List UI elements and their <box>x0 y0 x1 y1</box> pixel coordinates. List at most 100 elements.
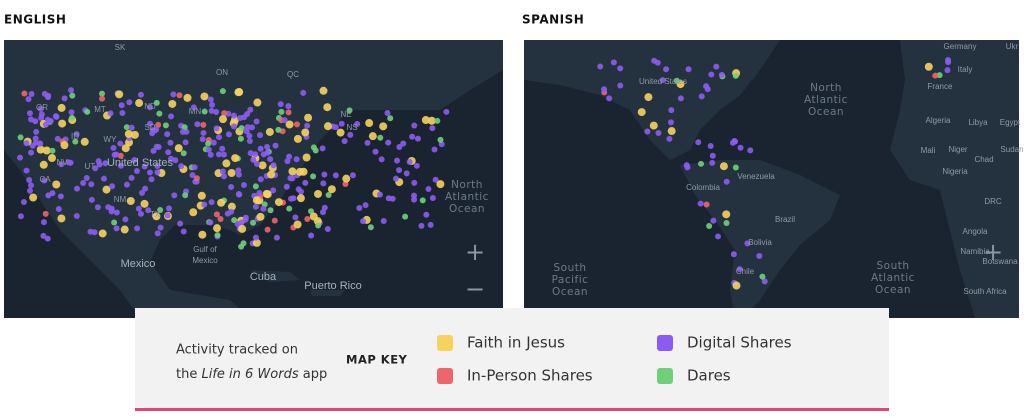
activity-dot <box>698 160 705 167</box>
activity-dot <box>287 175 294 182</box>
legend-label: In-Person Shares <box>467 367 593 385</box>
activity-dot <box>165 205 172 212</box>
activity-dot <box>227 202 236 211</box>
activity-dot <box>180 228 187 235</box>
activity-dot <box>436 180 445 189</box>
activity-dot <box>128 174 135 181</box>
activity-dot <box>392 175 399 182</box>
activity-dot <box>637 108 646 117</box>
activity-dot <box>737 144 744 151</box>
activity-dot <box>179 128 186 135</box>
activity-dot <box>354 120 361 127</box>
activity-dot <box>219 115 228 124</box>
activity-dot <box>40 219 47 226</box>
activity-dot <box>42 210 49 217</box>
activity-dot <box>403 170 410 177</box>
activity-dot <box>936 72 943 79</box>
activity-dot <box>723 219 730 226</box>
activity-dot <box>275 126 282 133</box>
activity-dot <box>323 122 332 131</box>
activity-dot <box>655 129 662 136</box>
map-label: Mali <box>921 146 936 155</box>
activity-dot <box>207 96 214 103</box>
note-app: Life in 6 Words <box>201 367 298 382</box>
map-label: South Africa <box>963 287 1007 296</box>
activity-dot <box>73 131 80 138</box>
activity-dot <box>228 184 235 191</box>
activity-dot <box>182 139 189 146</box>
heading: SPANISH <box>522 13 584 27</box>
activity-dot <box>128 124 135 131</box>
activity-dot <box>146 104 153 111</box>
activity-dot <box>419 197 426 204</box>
activity-dot <box>256 212 265 221</box>
zoom-in[interactable]: + <box>465 238 485 266</box>
activity-dot <box>117 140 124 147</box>
activity-dot <box>319 86 328 95</box>
activity-dot <box>23 167 30 174</box>
activity-dot <box>346 107 353 114</box>
activity-dot <box>270 187 277 194</box>
activity-dot <box>57 103 66 112</box>
activity-dot <box>176 92 183 99</box>
map-label: Gulf of <box>193 245 217 254</box>
activity-dot <box>258 161 267 170</box>
activity-dot <box>124 129 133 138</box>
activity-dot <box>260 205 267 212</box>
activity-dot <box>736 266 743 273</box>
activity-dot <box>685 66 692 73</box>
activity-dot <box>663 66 670 73</box>
activity-dot <box>341 138 348 145</box>
activity-dot <box>396 144 403 151</box>
activity-dot <box>252 196 261 205</box>
activity-dot <box>732 72 739 79</box>
activity-dot <box>92 165 99 172</box>
activity-dot <box>285 109 292 116</box>
activity-dot <box>44 235 51 242</box>
activity-dot <box>207 219 214 226</box>
activity-dot <box>164 212 171 219</box>
activity-dot <box>677 95 684 102</box>
activity-dot <box>21 90 28 97</box>
activity-dot <box>110 144 117 151</box>
activity-dot <box>713 63 720 70</box>
activity-dot <box>610 59 617 66</box>
activity-dot <box>155 121 162 128</box>
activity-dot <box>102 185 111 194</box>
activity-dot <box>140 199 149 208</box>
zoom-in[interactable]: + <box>983 238 1003 266</box>
activity-dot <box>68 114 75 121</box>
map-label: SK <box>115 43 126 52</box>
activity-dot <box>313 189 322 198</box>
activity-dot <box>157 206 164 213</box>
activity-dot <box>40 232 47 239</box>
activity-dot <box>217 198 226 207</box>
activity-dot <box>253 160 260 167</box>
map-label: NM <box>114 195 127 204</box>
activity-dot <box>98 229 107 238</box>
activity-dot <box>667 127 676 136</box>
activity-dot <box>292 214 299 221</box>
map-label: QC <box>287 70 299 79</box>
zoom-out[interactable]: − <box>465 275 485 303</box>
activity-dot <box>201 201 208 208</box>
activity-dot <box>199 136 206 143</box>
activity-dot <box>418 222 425 229</box>
activity-dot <box>252 234 259 241</box>
activity-dot <box>732 164 739 171</box>
activity-dot <box>270 162 277 169</box>
activity-dot <box>304 113 313 122</box>
activity-dot <box>135 205 142 212</box>
map-label: WY <box>104 135 118 144</box>
activity-dot <box>17 134 24 141</box>
activity-dot <box>36 145 45 154</box>
map-label: Venezuela <box>737 172 775 181</box>
map-label: NS <box>346 123 357 132</box>
activity-dot <box>235 191 242 198</box>
activity-dot <box>429 195 436 202</box>
map-label: TX <box>150 210 161 219</box>
map-label: France <box>928 82 953 91</box>
activity-dot <box>108 208 115 215</box>
activity-dot <box>49 147 56 154</box>
activity-dot <box>302 179 309 186</box>
